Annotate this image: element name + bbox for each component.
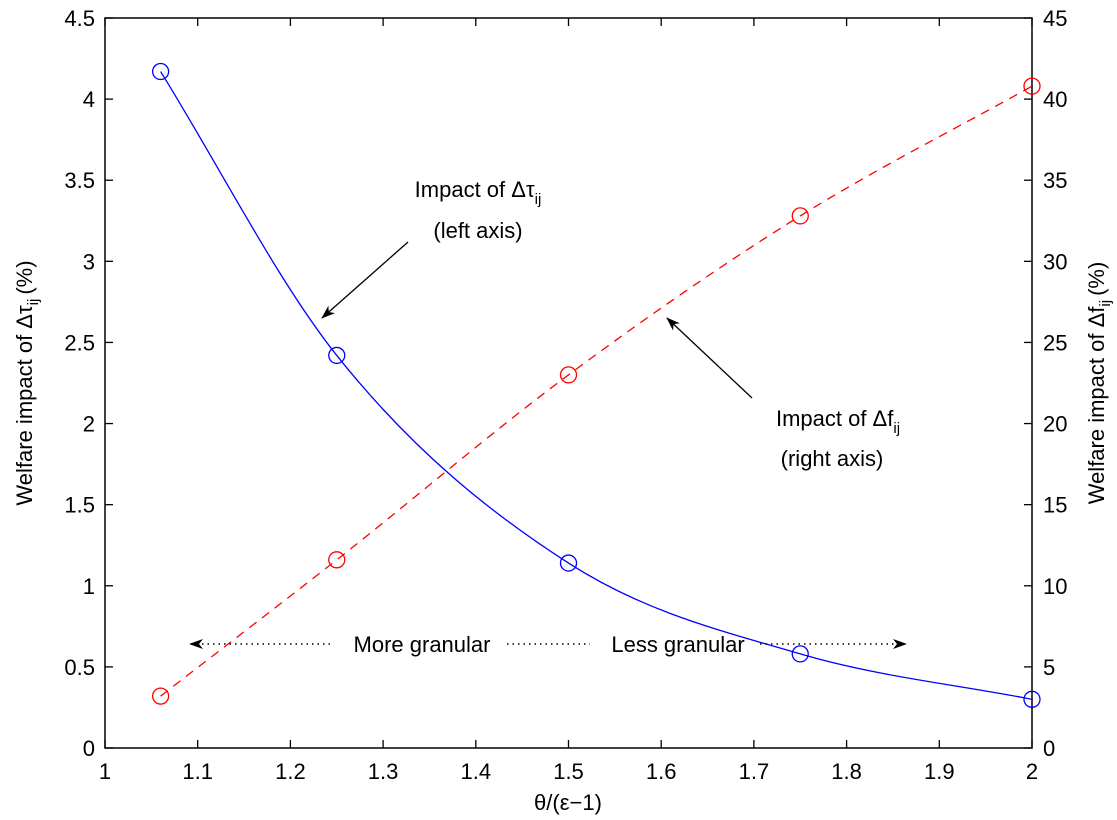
right-tick-label: 0 (1043, 736, 1055, 761)
left-axis-ticks: 0 0.5 1 1.5 2 2.5 3 3.5 4 4.5 (64, 6, 113, 761)
label-less-granular: Less granular (611, 632, 744, 657)
right-tick-label: 40 (1043, 87, 1067, 112)
left-tick-label: 4 (83, 87, 95, 112)
left-axis-title: Welfare impact of Δτij(%) (12, 260, 42, 505)
svg-text:Impact of Δfij: Impact of Δfij (776, 406, 900, 437)
right-tick-label: 25 (1043, 330, 1067, 355)
series-point-left (328, 346, 346, 365)
right-tick-label: 30 (1043, 249, 1067, 274)
x-tick-label: 1.6 (646, 759, 677, 784)
x-tick-label: 1.3 (368, 759, 399, 784)
series-point-right (559, 366, 578, 384)
x-tick-label: 1 (99, 759, 111, 784)
left-tick-label: 2 (83, 412, 95, 437)
right-tick-label: 35 (1043, 168, 1067, 193)
right-tick-label: 20 (1043, 412, 1067, 437)
x-tick-label: 1.7 (739, 759, 770, 784)
series-point-left (151, 62, 170, 81)
x-tick-label: 1.2 (275, 759, 306, 784)
series-layer (151, 62, 1041, 708)
series-point-right (791, 207, 809, 225)
x-tick-label: 1.5 (553, 759, 584, 784)
left-tick-label: 2.5 (64, 330, 95, 355)
left-tick-label: 1 (83, 574, 95, 599)
label-more-granular: More granular (354, 632, 491, 657)
right-tick-label: 10 (1043, 574, 1067, 599)
left-tick-label: 0 (83, 736, 95, 761)
left-tick-label: 1.5 (64, 493, 95, 518)
left-tick-label: 3.5 (64, 168, 95, 193)
x-tick-label: 1.8 (831, 759, 862, 784)
series-point-left (559, 554, 578, 572)
granularity-annotation: More granular Less granular (189, 632, 907, 657)
series-point-left (1023, 690, 1041, 708)
series-line-right (160, 85, 1033, 697)
x-tick-label: 1.4 (461, 759, 492, 784)
svg-text:Impact of Δτij: Impact of Δτij (415, 177, 542, 208)
left-tick-label: 3 (83, 249, 95, 274)
series-point-left (791, 645, 809, 663)
right-tick-label: 15 (1043, 493, 1067, 518)
series-point-right (151, 687, 170, 705)
left-tick-label: 0.5 (64, 655, 95, 680)
x-axis-title: θ/(ε−1) (534, 790, 602, 815)
x-tick-label: 1.9 (924, 759, 955, 784)
x-tick-label: 1.1 (182, 759, 213, 784)
annotation-tau-arrow (321, 241, 409, 319)
left-tick-label: 4.5 (64, 6, 95, 31)
annotation-f-arrow (666, 317, 753, 399)
series-point-right (1023, 77, 1041, 95)
right-tick-label: 5 (1043, 655, 1055, 680)
series-point-right (328, 551, 346, 569)
x-tick-label: 2 (1026, 759, 1038, 784)
annotation-tau: Impact of Δτij (left axis) (321, 177, 542, 319)
right-tick-label: 45 (1043, 6, 1067, 31)
series-line-left (160, 71, 1033, 700)
right-axis-ticks: 0 5 10 15 20 25 30 35 40 45 (1024, 6, 1067, 761)
right-axis-title: Welfare impact of Δfij(%) (1084, 262, 1114, 505)
x-axis-ticks: 1 1.1 1.2 1.3 1.4 1.5 1.6 1.7 1.8 1.9 2 (99, 18, 1038, 784)
svg-text:(left axis): (left axis) (433, 218, 522, 243)
annotation-f: Impact of Δfij (right axis) (666, 317, 900, 471)
svg-text:(right axis): (right axis) (781, 446, 884, 471)
